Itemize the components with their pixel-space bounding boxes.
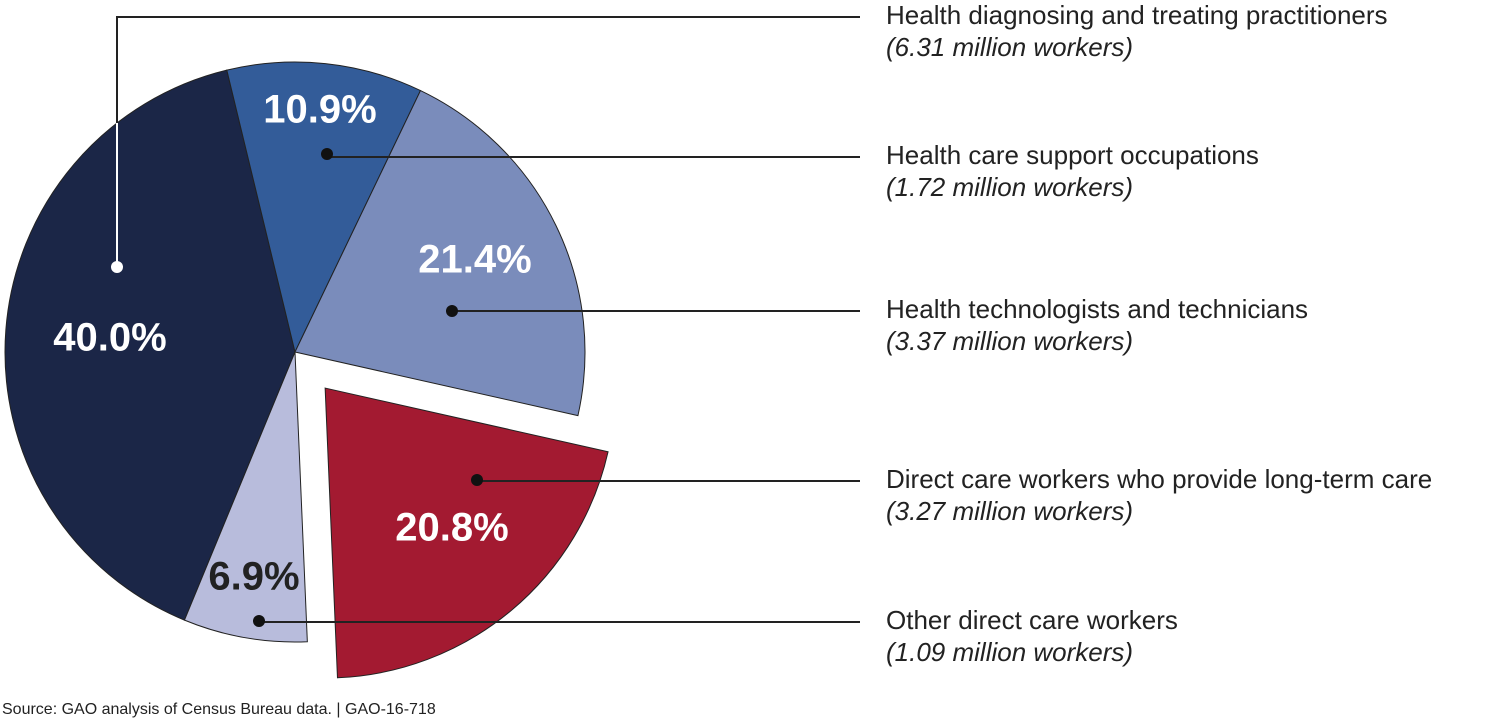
- leader-line: [258, 621, 860, 623]
- slice-label: 10.9%: [263, 88, 376, 132]
- slice-label: 21.4%: [418, 238, 531, 282]
- legend-label: Health diagnosing and treating practitio…: [886, 0, 1388, 30]
- legend-label: Direct care workers who provide long-ter…: [886, 464, 1432, 494]
- legend-label: Health care support occupations: [886, 140, 1259, 170]
- legend-note: (3.37 million workers): [886, 326, 1133, 356]
- legend-note: (3.27 million workers): [886, 496, 1133, 526]
- slice-label: 40.0%: [53, 316, 166, 360]
- pie-slice: [4, 69, 296, 621]
- leader-dot: [471, 474, 483, 486]
- legend-note: (1.09 million workers): [886, 637, 1133, 667]
- pie-slice: [324, 387, 609, 679]
- source-note: Source: GAO analysis of Census Bureau da…: [2, 701, 436, 718]
- pie-slice: [183, 351, 308, 643]
- legend-note: (6.31 million workers): [886, 32, 1133, 62]
- pie-slice: [294, 89, 586, 417]
- leader-dot: [111, 261, 123, 273]
- slice-label: 20.8%: [395, 506, 508, 550]
- leader-line: [476, 480, 860, 482]
- leader-dot: [253, 615, 265, 627]
- legend-label: Other direct care workers: [886, 605, 1178, 635]
- leader-dot: [321, 148, 333, 160]
- legend-label: Health technologists and technicians: [886, 294, 1308, 324]
- leader-dot: [446, 305, 458, 317]
- legend-note: (1.72 million workers): [886, 172, 1133, 202]
- slice-label: 6.9%: [208, 555, 299, 599]
- pie-slice: [226, 61, 422, 354]
